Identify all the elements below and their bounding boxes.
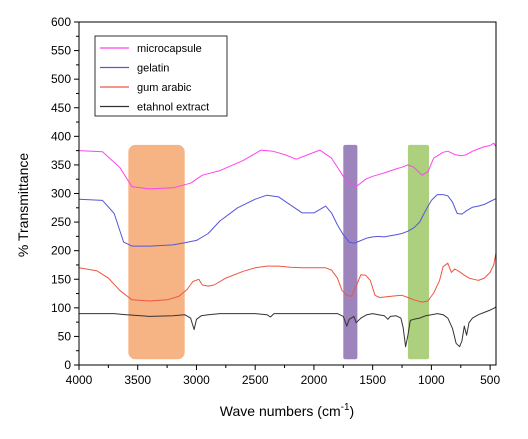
- legend-label-4: etahnol extract: [137, 102, 209, 114]
- y-tick-label: 200: [51, 244, 71, 258]
- x-tick-label: 4000: [66, 373, 93, 387]
- x-tick-label: 1000: [418, 373, 445, 387]
- x-axis-title-main: Wave numbers (cm: [220, 403, 341, 419]
- legend-label-3: gum arabic: [137, 82, 192, 94]
- legend: microcapsule gelatin gum arabic etahnol ext…: [94, 35, 228, 117]
- y-tick-label: 500: [51, 72, 71, 86]
- y-tick-label: 150: [51, 272, 71, 286]
- y-tick-label: 250: [51, 215, 71, 229]
- series-line-2: [78, 194, 497, 247]
- x-tick-label: 1500: [359, 373, 386, 387]
- y-axis-title: % Transmittance: [15, 153, 31, 257]
- y-tick-label: 100: [51, 301, 71, 315]
- highlight-band-1: [128, 144, 185, 360]
- highlight-band-3: [407, 144, 430, 360]
- x-tick-label: 500: [480, 373, 500, 387]
- y-tick-label: 50: [58, 329, 72, 343]
- x-tick-label: 3000: [183, 373, 210, 387]
- legend-label-2: gelatin: [137, 63, 169, 75]
- x-tick-label: 2500: [242, 373, 269, 387]
- axes: 0 50 100 150 200 250 300 350 400 450 500 550 600 4000…: [51, 15, 500, 387]
- y-tick-label: 300: [51, 187, 71, 201]
- y-tick-label: 400: [51, 129, 71, 143]
- y-tick-label: 350: [51, 158, 71, 172]
- y-tick-label: 600: [51, 15, 71, 29]
- series-line-3: [78, 252, 497, 303]
- x-tick-label: 3500: [124, 373, 151, 387]
- series-line-4: [79, 306, 497, 348]
- highlight-band-2: [343, 144, 358, 360]
- y-tick-label: 0: [64, 358, 71, 372]
- x-axis-title-close: ): [350, 403, 355, 419]
- x-axis-title: Wave numbers (cm-1): [220, 402, 354, 419]
- x-axis-title-superscript: -1: [341, 402, 350, 413]
- highlight-bands: [128, 144, 430, 360]
- y-tick-label: 550: [51, 44, 71, 58]
- series-line-1: [78, 142, 497, 190]
- legend-box: [94, 35, 228, 117]
- y-tick-label: 450: [51, 101, 71, 115]
- legend-label-1: microcapsule: [137, 43, 202, 55]
- series-lines: [78, 142, 497, 348]
- x-tick-label: 2000: [301, 373, 328, 387]
